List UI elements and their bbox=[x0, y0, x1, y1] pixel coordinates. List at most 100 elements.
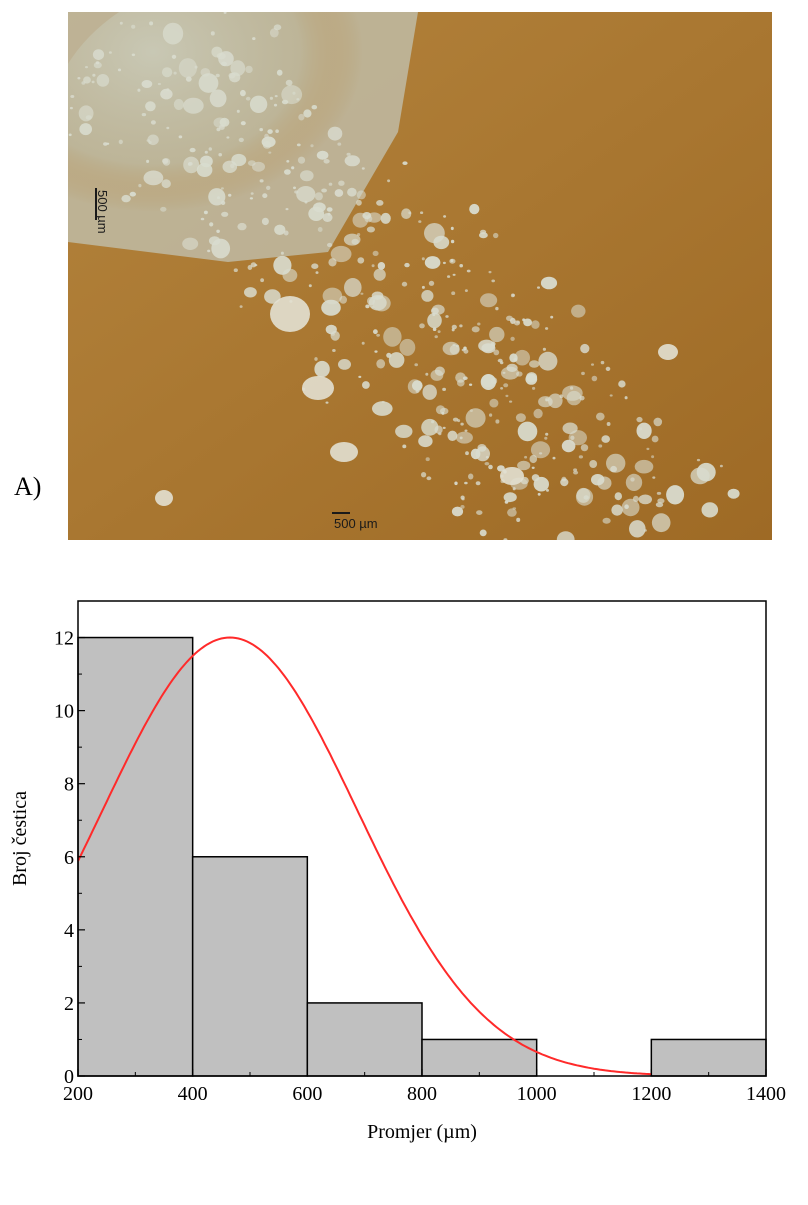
particle bbox=[418, 220, 422, 223]
particle bbox=[262, 193, 268, 199]
particle bbox=[209, 222, 214, 227]
particle bbox=[545, 432, 549, 436]
particle bbox=[462, 376, 468, 381]
particle bbox=[259, 128, 263, 132]
particle bbox=[545, 399, 549, 402]
particle bbox=[293, 186, 296, 190]
particle bbox=[96, 74, 110, 87]
particle bbox=[395, 424, 413, 438]
particle bbox=[552, 456, 556, 460]
particle bbox=[233, 268, 238, 273]
particle bbox=[523, 318, 532, 327]
particle bbox=[459, 324, 463, 328]
particle bbox=[727, 488, 740, 499]
particle bbox=[455, 431, 473, 444]
particle bbox=[451, 291, 456, 296]
particle bbox=[636, 416, 643, 423]
particle bbox=[275, 129, 279, 133]
particle bbox=[466, 269, 471, 273]
particle bbox=[118, 139, 123, 145]
particle bbox=[228, 193, 232, 197]
particle bbox=[249, 197, 253, 200]
particle bbox=[696, 462, 716, 482]
particle bbox=[430, 307, 439, 315]
particle bbox=[479, 232, 488, 239]
particle bbox=[361, 341, 365, 345]
particle bbox=[250, 192, 254, 195]
particle bbox=[480, 293, 498, 308]
scale-bar-vertical: 500 µm bbox=[95, 188, 110, 234]
particle bbox=[596, 412, 605, 421]
particle bbox=[245, 96, 251, 101]
particle bbox=[418, 435, 433, 448]
particle bbox=[161, 67, 173, 78]
particle bbox=[651, 435, 659, 443]
particle-large bbox=[302, 376, 334, 400]
particle bbox=[344, 278, 362, 297]
particle bbox=[537, 286, 540, 289]
particle bbox=[161, 179, 171, 189]
particle bbox=[145, 101, 156, 112]
particle bbox=[332, 349, 336, 352]
particle bbox=[460, 505, 465, 509]
particle bbox=[317, 227, 323, 232]
particle bbox=[334, 189, 344, 197]
particle bbox=[531, 320, 540, 329]
particle bbox=[404, 262, 410, 268]
particle bbox=[447, 275, 451, 278]
particle bbox=[421, 418, 439, 436]
particle bbox=[146, 139, 151, 142]
particle bbox=[286, 160, 290, 163]
particle bbox=[208, 188, 226, 206]
particle bbox=[516, 371, 523, 377]
particle bbox=[419, 323, 425, 329]
particle bbox=[430, 369, 444, 381]
particle bbox=[330, 245, 352, 263]
particle bbox=[160, 206, 167, 212]
particle bbox=[344, 155, 360, 167]
particle bbox=[223, 12, 227, 14]
particle bbox=[401, 208, 412, 219]
particle bbox=[445, 315, 449, 318]
particle bbox=[529, 454, 538, 464]
y-tick-label: 12 bbox=[54, 628, 74, 650]
particle bbox=[187, 162, 192, 166]
y-tick-label: 4 bbox=[64, 920, 74, 942]
particle bbox=[503, 538, 508, 540]
particle bbox=[550, 315, 554, 319]
particle bbox=[166, 126, 170, 130]
particle bbox=[203, 210, 208, 215]
particle bbox=[489, 326, 505, 343]
particle bbox=[327, 126, 343, 141]
particle bbox=[85, 115, 92, 120]
particle bbox=[477, 322, 481, 326]
particle bbox=[376, 333, 380, 337]
particle bbox=[426, 476, 432, 481]
particle bbox=[643, 529, 647, 532]
particle bbox=[283, 230, 289, 236]
x-tick-label: 1000 bbox=[517, 1083, 557, 1105]
particle bbox=[141, 113, 147, 117]
particle bbox=[510, 317, 516, 324]
particle bbox=[261, 217, 269, 226]
particle bbox=[358, 375, 362, 378]
particle bbox=[103, 142, 108, 146]
particle bbox=[183, 156, 200, 174]
particle bbox=[424, 256, 441, 269]
particle bbox=[314, 360, 330, 378]
particle bbox=[339, 295, 348, 304]
particle bbox=[495, 419, 500, 424]
particle bbox=[250, 262, 257, 268]
particle bbox=[545, 327, 549, 330]
histogram-svg: 200 400 600 800 1000 1200 1400 0 2 4 6 8 10 12 Promj… bbox=[9, 600, 786, 1143]
particle bbox=[356, 199, 362, 206]
particle bbox=[380, 212, 391, 224]
particle bbox=[524, 455, 528, 459]
particle bbox=[292, 91, 296, 95]
particle bbox=[274, 224, 286, 235]
particle bbox=[544, 436, 548, 440]
particle bbox=[606, 422, 611, 426]
scale-bar-vertical-label: 500 µm bbox=[95, 190, 110, 234]
particle bbox=[91, 80, 95, 84]
histogram-bar-800-1000 bbox=[421, 1038, 538, 1077]
